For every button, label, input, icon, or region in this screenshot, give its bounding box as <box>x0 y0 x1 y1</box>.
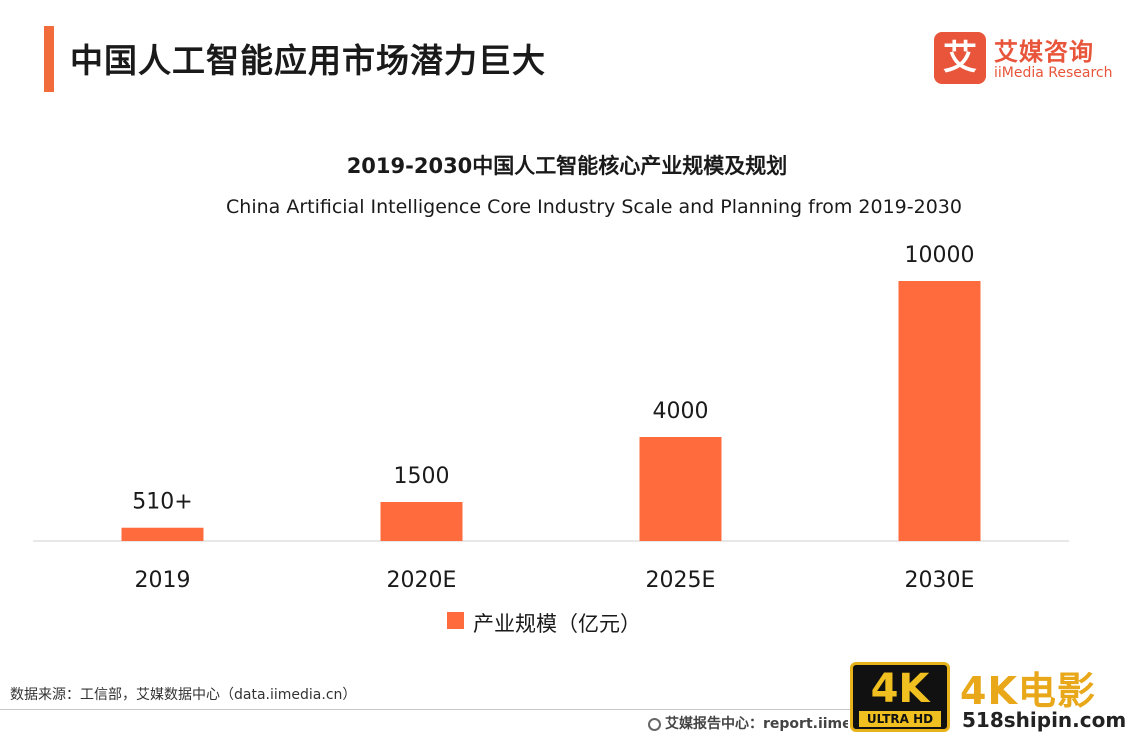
iimedia-logo: 艾 艾媒咨询 iiMedia Research <box>934 30 1124 86</box>
legend-swatch <box>447 612 464 629</box>
watermark-site: 518shipin.com <box>962 708 1127 732</box>
watermark-badge-main: 4K <box>870 666 930 712</box>
data-label-2020E: 1500 <box>394 464 450 489</box>
data-label-2025E: 4000 <box>653 399 709 424</box>
watermark-4k-badge: 4K ULTRA HD <box>850 662 950 732</box>
x-tick-label-2019: 2019 <box>135 568 191 593</box>
title-accent-bar <box>44 26 54 92</box>
footer-divider <box>0 709 850 710</box>
watermark-badge-sub: ULTRA HD <box>859 711 941 727</box>
legend-label: 产业规模（亿元） <box>473 612 641 636</box>
page-title: 中国人工智能应用市场潜力巨大 <box>70 41 546 80</box>
bar-2025E <box>639 437 722 541</box>
bar-2020E <box>380 502 463 541</box>
bar-2019 <box>121 527 204 541</box>
data-label-2030E: 10000 <box>905 243 975 268</box>
x-tick-label-2025E: 2025E <box>646 568 716 593</box>
bar-2030E <box>898 281 981 541</box>
report-center-link[interactable]: 艾媒报告中心：report.iimedia.cn <box>648 713 848 733</box>
globe-icon <box>648 718 661 731</box>
logo-name-cn: 艾媒咨询 <box>994 38 1094 66</box>
chart-subtitle: China Artificial Intelligence Core Indus… <box>226 196 962 218</box>
data-source-note: 数据来源：工信部，艾媒数据中心（data.iimedia.cn） <box>10 687 357 703</box>
report-center-text: 艾媒报告中心：report.iimedia.cn <box>665 716 848 732</box>
chart-title: 2019-2030中国人工智能核心产业规模及规划 <box>346 154 788 178</box>
logo-mark-icon: 艾 <box>934 32 986 84</box>
x-tick-label-2020E: 2020E <box>387 568 457 593</box>
data-label-2019: 510+ <box>132 490 192 515</box>
x-tick-label-2030E: 2030E <box>905 568 975 593</box>
logo-name-en: iiMedia Research <box>994 65 1113 81</box>
watermark-brand: 4K电影 <box>960 669 1096 713</box>
